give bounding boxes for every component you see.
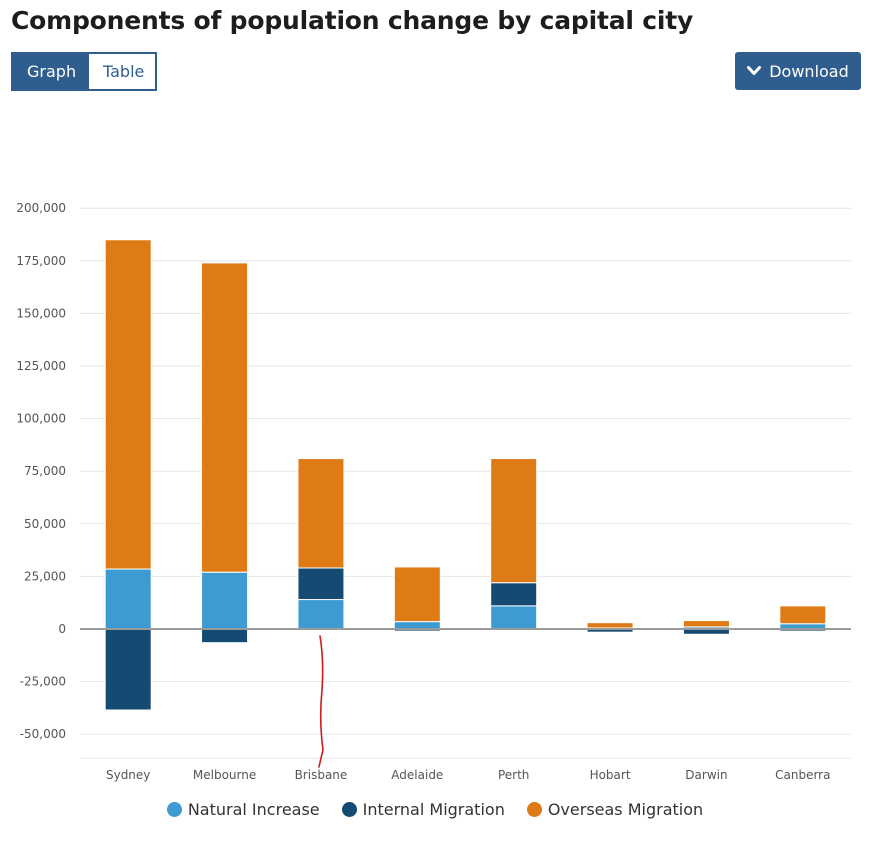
bar-melbourne-overseas-migration[interactable] bbox=[201, 262, 249, 573]
page-title: Components of population change by capit… bbox=[11, 6, 694, 35]
download-button[interactable]: Download bbox=[735, 52, 861, 90]
download-label: Download bbox=[769, 61, 849, 81]
chart: -50,000 -25,000 0 25,000 50,000 75,000 100,000… bbox=[16, 201, 851, 782]
y-tick-label: 150,000 bbox=[16, 306, 66, 320]
y-tick-label: 25,000 bbox=[24, 569, 66, 583]
legend-label: Natural Increase bbox=[187, 800, 320, 819]
x-tick-label: Adelaide bbox=[391, 768, 443, 782]
y-tick-label: 175,000 bbox=[16, 254, 66, 268]
grid-layer bbox=[80, 207, 851, 759]
y-tick-label: -25,000 bbox=[20, 675, 66, 689]
y-tick-label: 0 bbox=[58, 622, 66, 636]
bar-adelaide-overseas-migration[interactable] bbox=[393, 566, 441, 623]
y-tick-label: 100,000 bbox=[16, 412, 66, 426]
x-tick-label: Sydney bbox=[106, 768, 150, 782]
bar-melbourne-internal-migration[interactable] bbox=[201, 628, 249, 644]
bar-sydney-overseas-migration[interactable] bbox=[104, 239, 152, 570]
bar-darwin-overseas-migration[interactable] bbox=[682, 620, 730, 628]
table-tab[interactable]: Table bbox=[89, 54, 155, 89]
bar-adelaide-natural-increase[interactable] bbox=[393, 621, 441, 630]
bar-hobart-overseas-migration[interactable] bbox=[586, 622, 634, 629]
bar-canberra-overseas-migration[interactable] bbox=[779, 605, 827, 625]
x-tick-label: Darwin bbox=[685, 768, 727, 782]
x-tick-label: Canberra bbox=[775, 768, 830, 782]
bar-brisbane-overseas-migration[interactable] bbox=[297, 458, 345, 569]
legend-swatch bbox=[166, 802, 182, 817]
bar-perth-internal-migration[interactable] bbox=[490, 582, 538, 607]
bar-brisbane-internal-migration[interactable] bbox=[297, 567, 345, 601]
legend-item-internal-migration[interactable]: Internal Migration bbox=[341, 800, 505, 819]
bar-melbourne-natural-increase[interactable] bbox=[201, 571, 249, 630]
graph-tab[interactable]: Graph bbox=[13, 54, 89, 89]
x-tick-label: Brisbane bbox=[295, 768, 348, 782]
x-tick-label: Hobart bbox=[590, 768, 631, 782]
x-tick-label: Melbourne bbox=[193, 768, 256, 782]
axis-layer: -50,000 -25,000 0 25,000 50,000 75,000 100,000… bbox=[16, 201, 851, 782]
legend-label: Overseas Migration bbox=[547, 800, 704, 819]
y-tick-label: -50,000 bbox=[20, 727, 66, 741]
bar-sydney-natural-increase[interactable] bbox=[104, 568, 152, 630]
legend-label: Internal Migration bbox=[362, 800, 505, 819]
legend-item-natural-increase[interactable]: Natural Increase bbox=[166, 800, 320, 819]
y-tick-label: 200,000 bbox=[16, 201, 66, 215]
bar-perth-natural-increase[interactable] bbox=[490, 605, 538, 630]
chart-legend: Natural Increase Internal Migration Over… bbox=[0, 800, 870, 819]
bar-brisbane-natural-increase[interactable] bbox=[297, 599, 345, 630]
bar-layer bbox=[104, 239, 827, 711]
x-tick-label: Perth bbox=[498, 768, 529, 782]
chevron-down-icon bbox=[747, 66, 762, 75]
legend-swatch bbox=[526, 802, 542, 817]
bar-perth-overseas-migration[interactable] bbox=[490, 458, 538, 584]
legend-swatch bbox=[341, 802, 357, 817]
y-tick-label: 125,000 bbox=[16, 359, 66, 373]
view-toggle: Graph Table bbox=[11, 52, 157, 91]
y-tick-label: 75,000 bbox=[24, 464, 66, 478]
bar-sydney-internal-migration[interactable] bbox=[104, 628, 152, 711]
legend-item-overseas-migration[interactable]: Overseas Migration bbox=[526, 800, 704, 819]
y-tick-label: 50,000 bbox=[24, 517, 66, 531]
annotation-mark bbox=[318, 635, 324, 768]
